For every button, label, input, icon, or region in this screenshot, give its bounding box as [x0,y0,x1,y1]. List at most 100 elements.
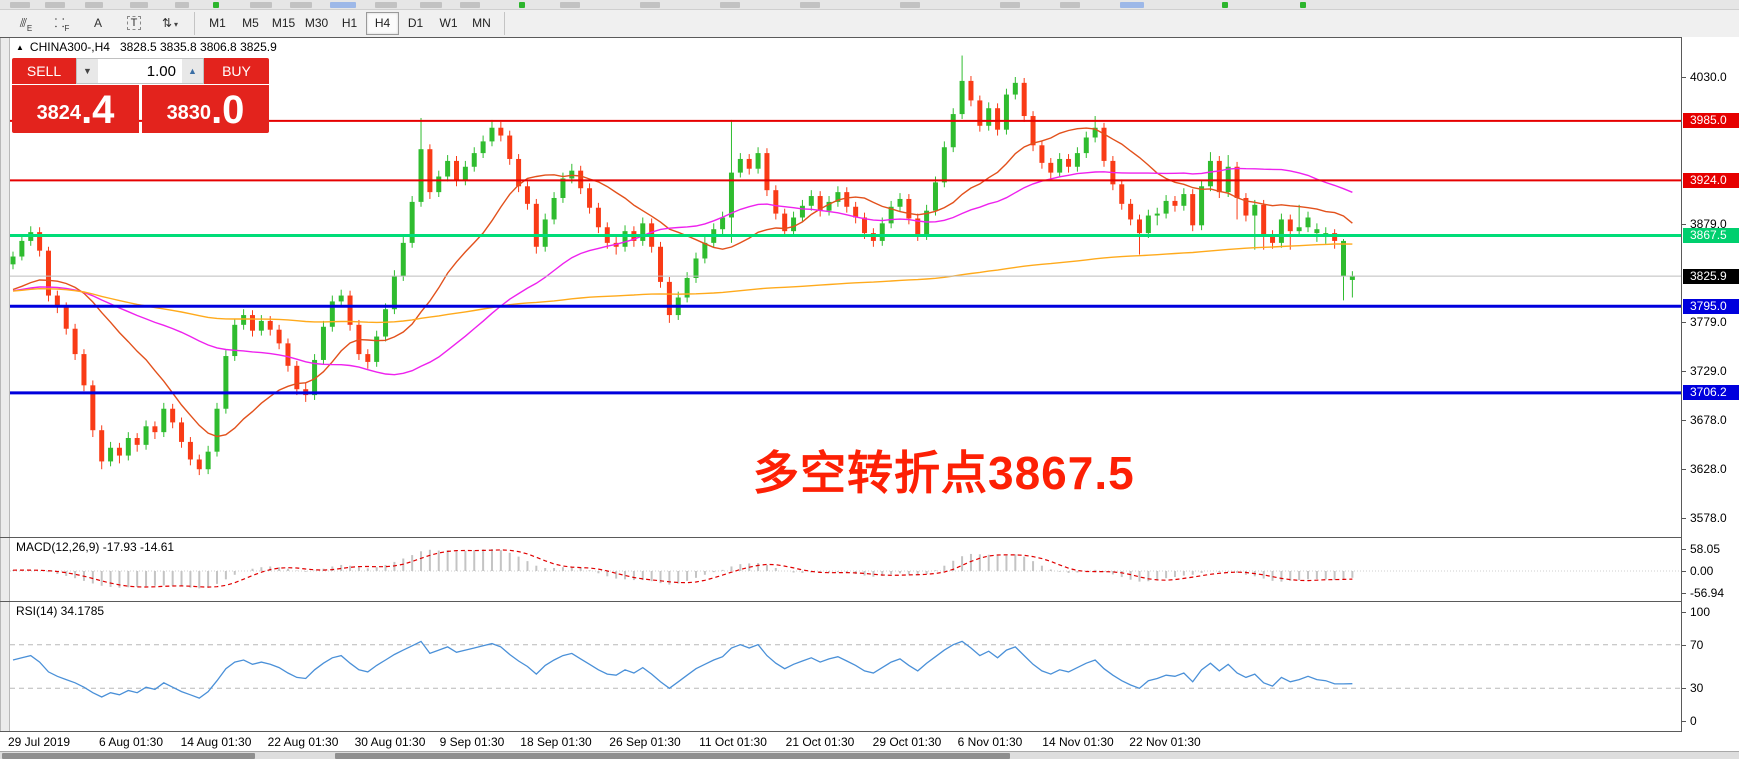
time-label: 29 Jul 2019 [8,735,71,749]
chart-header: ▲ CHINA300-,H4 3828.5 3835.8 3806.8 3825.9 [16,40,277,54]
rsi-pane[interactable]: RSI(14) 34.1785 [10,602,1681,731]
crosshair-draw-icon[interactable]: ⫻E [19,16,33,33]
titlebar-icon-fragment [560,2,580,8]
macd-chart[interactable] [10,538,1681,601]
volume-input[interactable] [98,59,182,83]
chart-ohlc-values: 3828.5 3835.8 3806.8 3825.9 [119,40,277,54]
buy-price-button[interactable]: 3830.0 [142,85,269,133]
macd-tick: 58.05 [1682,542,1739,557]
titlebar-icon-fragment [720,2,740,8]
volume-decrease-button[interactable]: ▼ [77,59,98,83]
candlestick-chart[interactable] [10,38,1681,536]
price-tick: 3729.0 [1682,364,1739,379]
panel-border [0,731,1682,732]
sell-price-main: 3824 [36,102,82,124]
time-label: 26 Sep 01:30 [609,735,681,749]
macd-tick: -56.94 [1682,586,1739,601]
rsi-chart[interactable] [10,602,1681,731]
titlebar-partial-row [0,0,1739,10]
text-box-icon[interactable]: T [117,12,151,35]
titlebar-icon-fragment [1060,2,1080,8]
price-tick: 3678.0 [1682,413,1739,428]
titlebar-icon-fragment [1222,2,1228,8]
timeframe-button-w1[interactable]: W1 [439,16,458,30]
axis-separator [1681,37,1682,731]
ma-mid [12,167,1353,376]
sell-price-button[interactable]: 3824.4 [12,85,139,133]
time-label: 6 Aug 01:30 [98,735,164,749]
price-tick: 3779.0 [1682,315,1739,330]
titlebar-icon-fragment [130,2,148,8]
ma-slow [12,243,1353,324]
price-tick: 4030.0 [1682,70,1739,85]
titlebar-icon-fragment [640,2,660,8]
bottom-scroll-area [0,751,1739,759]
timeframe-button-mn[interactable]: MN [472,16,491,30]
time-label: 14 Nov 01:30 [1042,735,1114,749]
time-label: 9 Sep 01:30 [439,735,505,749]
titlebar-icon-fragment [375,2,397,8]
timeframe-button-m1[interactable]: M1 [209,16,226,30]
time-axis[interactable]: 29 Jul 2019 6 Aug 01:30 14 Aug 01:30 22 Aug… [0,732,1739,751]
titlebar-icon-fragment [290,2,312,8]
buy-price-main: 3830 [166,102,212,124]
price-badge-3825.9: 3825.9 [1683,268,1739,284]
price-badge-3867.5: 3867.5 [1683,228,1739,244]
macd-label: MACD(12,26,9) -17.93 -14.61 [16,540,175,554]
price-pane[interactable]: ▲ CHINA300-,H4 3828.5 3835.8 3806.8 3825.9… [10,38,1681,536]
buy-price-fraction: .0 [211,88,245,132]
price-badge-3924.0: 3924.0 [1683,172,1739,188]
time-label: 11 Oct 01:30 [699,735,767,749]
timeframe-button-d1[interactable]: D1 [407,16,424,30]
volume-increase-button[interactable]: ▲ [182,59,203,83]
volume-spinner: ▼ ▲ [76,58,204,84]
time-label: 30 Aug 01:30 [354,735,426,749]
titlebar-icon-fragment [10,2,30,8]
price-badge-3985.0: 3985.0 [1683,113,1739,129]
chart-symbol-label: CHINA300-,H4 [29,40,110,54]
macd-pane[interactable]: MACD(12,26,9) -17.93 -14.61 [10,538,1681,601]
rsi-label: RSI(14) 34.1785 [16,604,105,618]
drawing-tools-group: ⫻E ⸬F A T ⇅ ▾ [8,10,188,37]
price-tick: 3628.0 [1682,462,1739,477]
timeframe-button-h4[interactable]: H4 [366,12,399,35]
titlebar-icon-fragment [45,2,65,8]
panel-border [0,601,1682,602]
panel-border [0,37,1682,38]
rsi-tick: 70 [1682,638,1739,653]
scrollbar-segment[interactable] [335,753,1010,759]
time-label: 22 Aug 01:30 [267,735,339,749]
titlebar-icon-fragment [1300,2,1306,8]
titlebar-icon-fragment [250,2,272,8]
toolbar-separator [194,12,195,35]
timeframe-button-h1[interactable]: H1 [341,16,358,30]
sell-button[interactable]: SELL [12,58,76,84]
scrollbar-segment[interactable] [2,753,255,759]
titlebar-icon-fragment [1120,2,1144,8]
macd-tick: 0.00 [1682,564,1739,579]
buy-button[interactable]: BUY [204,58,269,84]
price-axis[interactable]: 4030.0 3879.0 3779.0 3729.0 3678.0 3628.0 3578… [1682,37,1739,731]
chart-annotation-text: 多空转折点3867.5 [753,447,1135,499]
text-label-icon[interactable]: A [93,16,102,30]
titlebar-icon-fragment [420,2,442,8]
titlebar-icon-fragment [330,2,356,8]
titlebar-icon-fragment [519,2,525,8]
titlebar-icon-fragment [213,2,219,8]
rsi-tick: 100 [1682,605,1739,620]
sell-price-fraction: .4 [81,88,115,132]
grid-lines-icon[interactable]: ⸬F [54,16,70,33]
collapse-arrow-icon[interactable]: ▲ [16,43,24,52]
chart-window[interactable]: ▲ CHINA300-,H4 3828.5 3835.8 3806.8 3825.9… [0,37,1739,759]
titlebar-icon-fragment [460,2,480,8]
timeframe-button-m30[interactable]: M30 [304,16,329,30]
cycle-lines-icon[interactable]: ⇅ ▾ [161,16,179,30]
titlebar-icon-fragment [85,2,103,8]
timeframe-group: M1 M5 M15 M30 H1 H4 D1 W1 MN [201,10,498,37]
titlebar-icon-fragment [1000,2,1020,8]
timeframe-button-m5[interactable]: M5 [242,16,259,30]
timeframe-button-m15[interactable]: M15 [271,16,296,30]
price-tick: 3578.0 [1682,511,1739,526]
one-click-trade-panel: SELL ▼ ▲ BUY 3824.4 3830.0 [12,58,269,133]
